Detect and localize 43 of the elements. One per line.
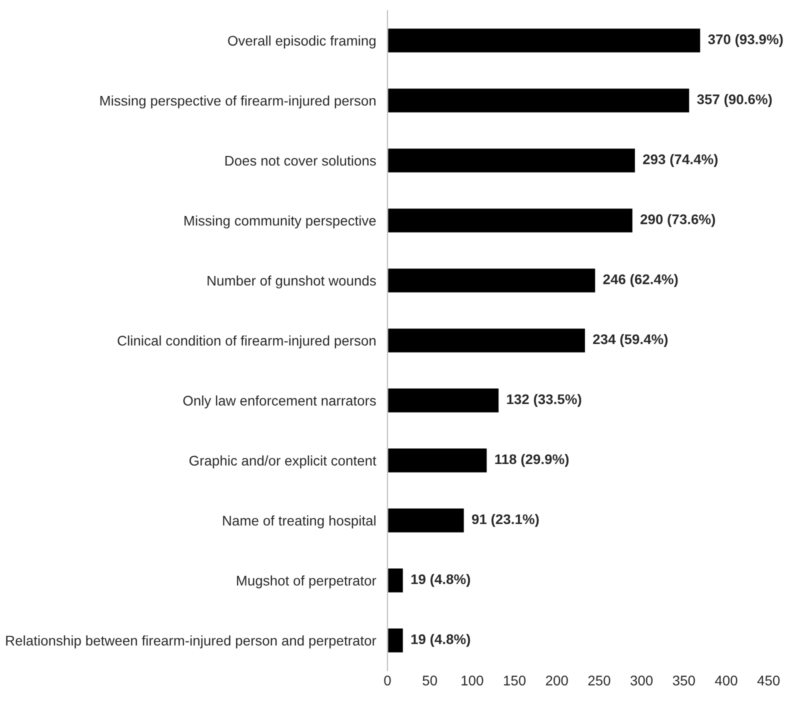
data-label: 91 (23.1%): [472, 514, 539, 527]
x-tick-label: 200: [546, 676, 568, 686]
x-tick-label: 450: [757, 676, 780, 686]
bar: [387, 627, 404, 654]
data-label: 246 (62.4%): [603, 274, 678, 287]
y-tick-label: Graphic and/or explicit content: [189, 455, 376, 468]
x-tick-label: 350: [672, 676, 695, 686]
x-tick-label: 100: [462, 676, 484, 686]
x-tick-label: 300: [630, 676, 653, 686]
y-tick-label: Only law enforcement narrators: [183, 395, 376, 408]
x-tick-label: 250: [588, 676, 610, 686]
y-tick-label: Missing community perspective: [184, 215, 376, 228]
bar: [387, 567, 404, 594]
x-tick-label: 0: [384, 676, 391, 686]
x-tick-label: 150: [504, 676, 526, 686]
y-tick-label: Relationship between firearm-injured person and perpetrator: [6, 635, 376, 648]
data-label: 357 (90.6%): [697, 94, 772, 107]
y-tick-label: Missing perspective of firearm-injured person: [100, 95, 376, 108]
bar: [387, 267, 597, 294]
data-label: 293 (74.4%): [643, 154, 718, 167]
y-tick-label: Name of treating hospital: [223, 515, 376, 528]
data-label: 132 (33.5%): [507, 394, 582, 407]
data-label: 19 (4.8%): [411, 634, 470, 647]
bar: [387, 447, 488, 474]
x-tick-label: 400: [714, 676, 738, 686]
bar: [387, 387, 500, 414]
x-tick-label: 50: [422, 676, 437, 686]
data-label: 19 (4.8%): [411, 574, 470, 587]
bar: [387, 147, 636, 174]
y-tick-label: Clinical condition of firearm-injured person: [118, 335, 376, 348]
bar: [387, 207, 634, 234]
bar: [387, 327, 586, 354]
y-tick-label: Number of gunshot wounds: [208, 275, 376, 288]
bar: [387, 27, 702, 54]
data-label: 370 (93.9%): [708, 34, 783, 47]
bar: [387, 507, 466, 534]
y-tick-label: Overall episodic framing: [228, 35, 376, 48]
y-tick-label: Mugshot of perpetrator: [237, 575, 376, 588]
data-label: 234 (59.4%): [593, 334, 668, 347]
bar: [387, 87, 691, 114]
data-label: 118 (29.9%): [495, 454, 569, 467]
y-tick-label: Does not cover solutions: [225, 155, 376, 166]
data-label: 290 (73.6%): [640, 214, 715, 227]
